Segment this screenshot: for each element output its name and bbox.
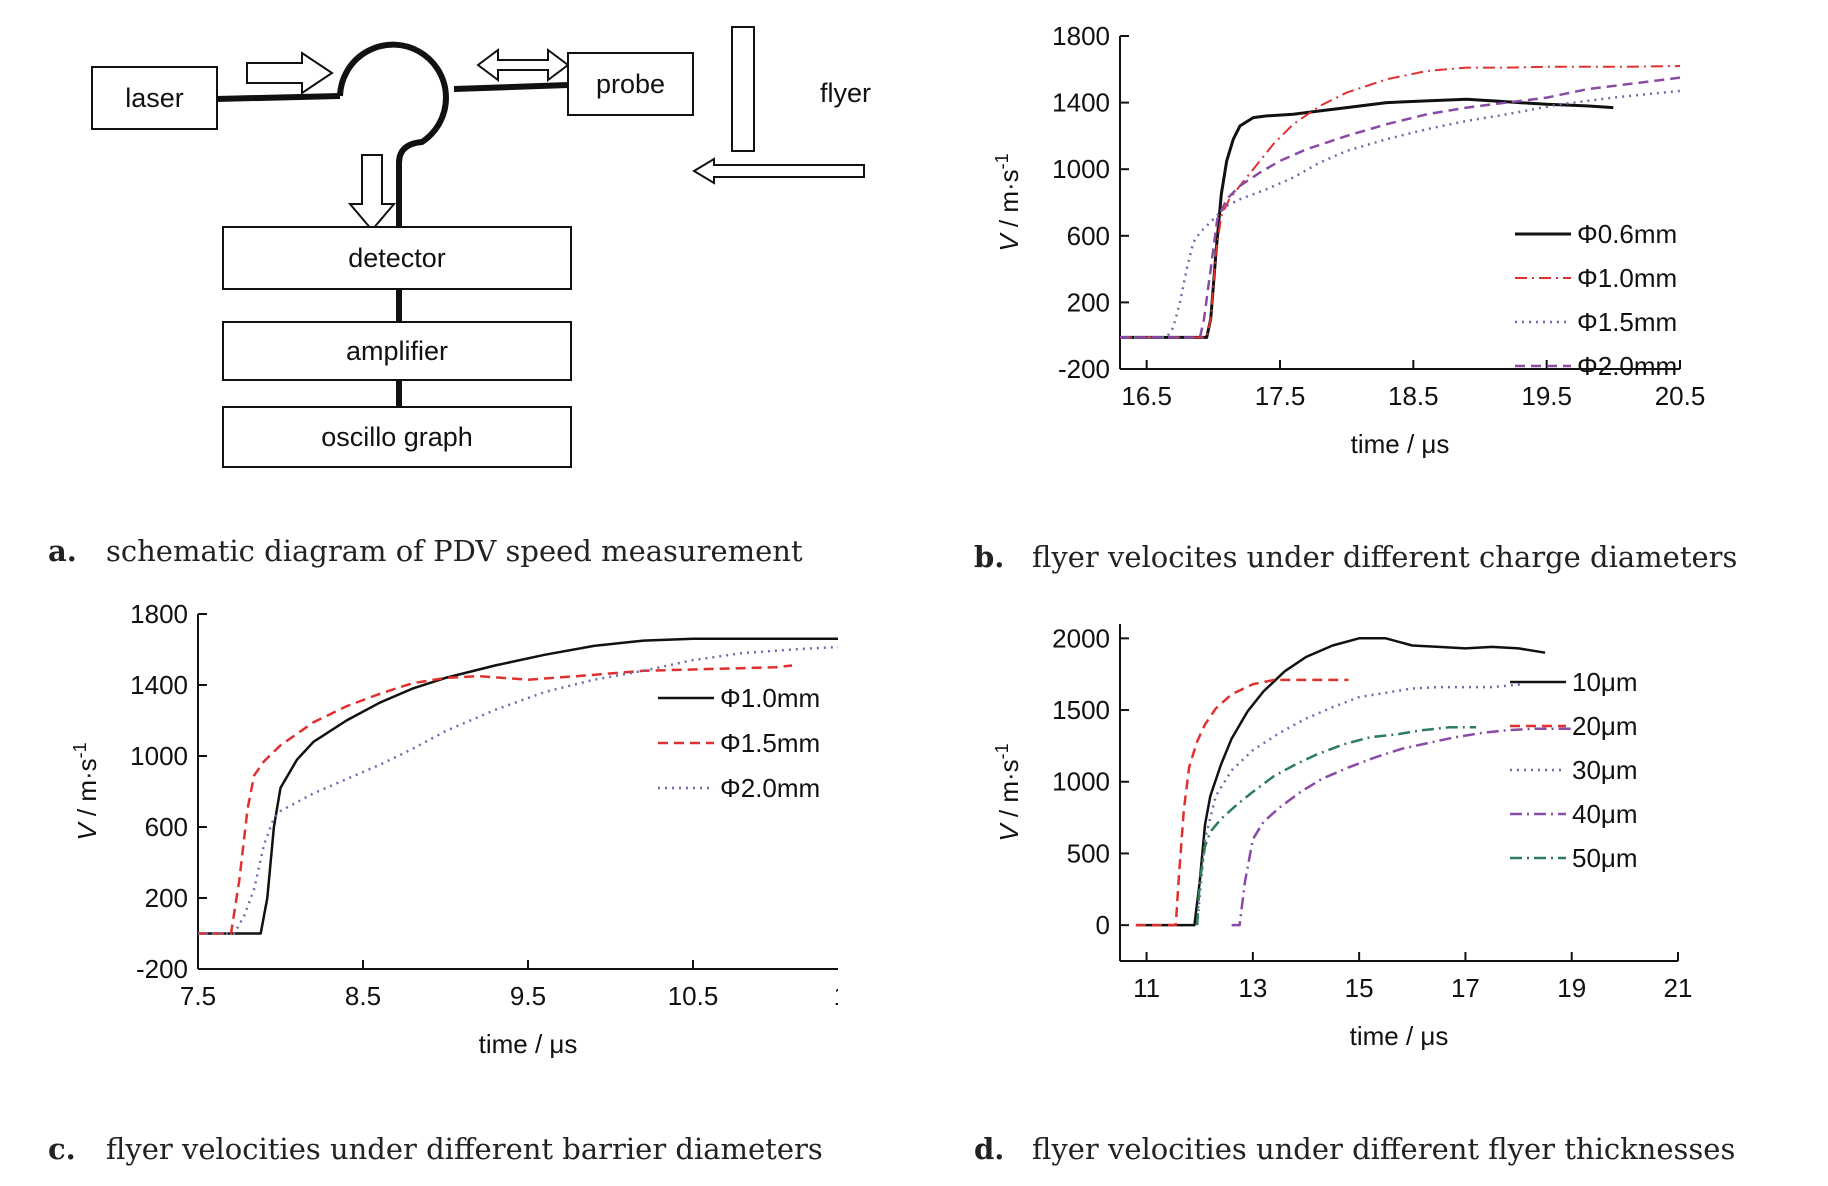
x-tick-label: 19.5 bbox=[1521, 381, 1572, 411]
legend-label: 40μm bbox=[1572, 799, 1638, 829]
series-line-2 bbox=[1120, 65, 1681, 339]
caption-a: a. schematic diagram of PDV speed measure… bbox=[48, 534, 803, 568]
series-line-3 bbox=[198, 645, 838, 935]
laser-arrow bbox=[246, 51, 334, 95]
y-tick-label: 600 bbox=[1067, 221, 1110, 251]
chart-charge-diameters: -200 200 600 1000 1400 1800 16.5 17.5 18.5 19.5 20… bbox=[992, 22, 1706, 459]
caption-c-text: flyer velocities under different barrier… bbox=[106, 1132, 823, 1166]
caption-a-text: schematic diagram of PDV speed measureme… bbox=[106, 534, 803, 568]
x-axis-label: time / μs bbox=[1351, 429, 1450, 459]
x-tick-label: 20.5 bbox=[1655, 381, 1706, 411]
probe-label: probe bbox=[595, 68, 666, 99]
x-axis-label: time / μs bbox=[479, 1029, 578, 1059]
oscillograph-label: oscillo graph bbox=[321, 421, 473, 452]
legend-label: 30μm bbox=[1572, 755, 1638, 785]
caption-d-letter: d. bbox=[974, 1132, 1005, 1166]
series-line-1 bbox=[198, 637, 838, 935]
oscillograph-box: oscillo graph bbox=[222, 406, 572, 468]
caption-c: c. flyer velocities under different barri… bbox=[48, 1132, 823, 1166]
series-line-3 bbox=[1195, 682, 1525, 926]
laser-fiber bbox=[215, 93, 341, 102]
x-tick-label: 21 bbox=[1664, 973, 1693, 1003]
probe-box: probe bbox=[567, 52, 694, 116]
amplifier-box: amplifier bbox=[222, 321, 572, 381]
y-tick-label: 1800 bbox=[1052, 22, 1110, 51]
y-tick-label: 0 bbox=[1096, 910, 1110, 940]
chart-flyer-thicknesses: 0 500 1000 1500 2000 11 13 15 17 19 21 time / μs V /… bbox=[992, 623, 1693, 1051]
flyer-arrow bbox=[692, 157, 865, 185]
caption-a-letter: a. bbox=[48, 534, 77, 568]
chart-barrier-diameters: -200 200 600 1000 1400 1800 7.5 8.5 9.5 10.5 11.5 t… bbox=[70, 600, 838, 1059]
y-tick-label: 1000 bbox=[130, 741, 188, 771]
series-line-1 bbox=[1135, 637, 1546, 927]
x-axis-label: time / μs bbox=[1350, 1021, 1449, 1051]
y-tick-label: -200 bbox=[136, 954, 188, 984]
y-tick-label: 1000 bbox=[1052, 767, 1110, 797]
caption-b-text: flyer velocites under different charge d… bbox=[1032, 540, 1738, 574]
series-line-4 bbox=[1231, 727, 1572, 927]
y-tick-label: 200 bbox=[145, 883, 188, 913]
legend-label: Φ2.0mm bbox=[1577, 351, 1677, 381]
y-axis-label: V / m·s-1 bbox=[70, 742, 102, 840]
x-tick-label: 8.5 bbox=[345, 981, 381, 1011]
x-tick-label: 11 bbox=[1133, 973, 1160, 1003]
x-tick-label: 10.5 bbox=[668, 981, 719, 1011]
x-tick-label: 17 bbox=[1451, 973, 1480, 1003]
caption-b: b. flyer velocites under different charge… bbox=[974, 540, 1737, 574]
probe-double-arrow bbox=[476, 48, 570, 82]
caption-d: d. flyer velocities under different flyer… bbox=[974, 1132, 1735, 1166]
y-axis-label: V / m·s-1 bbox=[992, 743, 1024, 841]
schematic-drawing bbox=[215, 26, 865, 407]
y-tick-label: 500 bbox=[1067, 838, 1110, 868]
y-tick-label: 2000 bbox=[1052, 623, 1110, 653]
caption-c-letter: c. bbox=[48, 1132, 76, 1166]
y-tick-label: 600 bbox=[145, 812, 188, 842]
legend-label: Φ2.0mm bbox=[720, 773, 820, 803]
series-line-2 bbox=[1135, 678, 1349, 927]
y-tick-label: 1000 bbox=[1052, 154, 1110, 184]
x-tick-label: 17.5 bbox=[1255, 381, 1306, 411]
y-tick-label: 1800 bbox=[130, 600, 188, 629]
legend-label: Φ0.6mm bbox=[1577, 219, 1677, 249]
y-tick-label: -200 bbox=[1058, 354, 1110, 384]
series-line-3 bbox=[1120, 89, 1681, 339]
x-tick-label: 19 bbox=[1557, 973, 1586, 1003]
laser-box: laser bbox=[91, 66, 218, 130]
y-axis-label: V / m·s-1 bbox=[992, 153, 1024, 251]
circulator bbox=[337, 41, 449, 226]
legend-label: 20μm bbox=[1572, 711, 1638, 741]
flyer-plate bbox=[731, 26, 755, 152]
series-line-1 bbox=[1120, 97, 1614, 339]
y-tick-label: 1500 bbox=[1052, 695, 1110, 725]
x-tick-label: 13 bbox=[1238, 973, 1267, 1003]
legend-label: Φ1.5mm bbox=[720, 728, 820, 758]
detector-arrow bbox=[347, 154, 397, 232]
schematic-panel: laser probe flyer detector amplifier osc… bbox=[82, 18, 882, 476]
legend-label: Φ1.0mm bbox=[1577, 263, 1677, 293]
legend-label: Φ1.5mm bbox=[1577, 307, 1677, 337]
probe-fiber bbox=[453, 82, 569, 92]
y-tick-label: 1400 bbox=[130, 670, 188, 700]
legend-label: 10μm bbox=[1572, 667, 1638, 697]
x-tick-label: 11.5 bbox=[834, 981, 838, 1011]
x-tick-label: 15 bbox=[1345, 973, 1374, 1003]
y-tick-label: 1400 bbox=[1052, 88, 1110, 118]
legend-label: Φ1.0mm bbox=[720, 683, 820, 713]
amplifier-label: amplifier bbox=[345, 335, 449, 366]
laser-label: laser bbox=[125, 82, 184, 113]
series-line-5 bbox=[1195, 726, 1477, 926]
detector-box: detector bbox=[222, 226, 572, 290]
y-tick-label: 200 bbox=[1067, 287, 1110, 317]
series-line-4 bbox=[1120, 76, 1681, 339]
series-line-2 bbox=[198, 664, 793, 935]
x-tick-label: 7.5 bbox=[180, 981, 216, 1011]
x-tick-label: 18.5 bbox=[1388, 381, 1439, 411]
x-tick-label: 9.5 bbox=[510, 981, 546, 1011]
legend-label: 50μm bbox=[1572, 843, 1638, 873]
flyer-label: flyer bbox=[820, 78, 872, 108]
detector-label: detector bbox=[348, 242, 446, 273]
caption-d-text: flyer velocities under different flyer t… bbox=[1032, 1132, 1736, 1166]
x-tick-label: 16.5 bbox=[1121, 381, 1172, 411]
caption-b-letter: b. bbox=[974, 540, 1005, 574]
